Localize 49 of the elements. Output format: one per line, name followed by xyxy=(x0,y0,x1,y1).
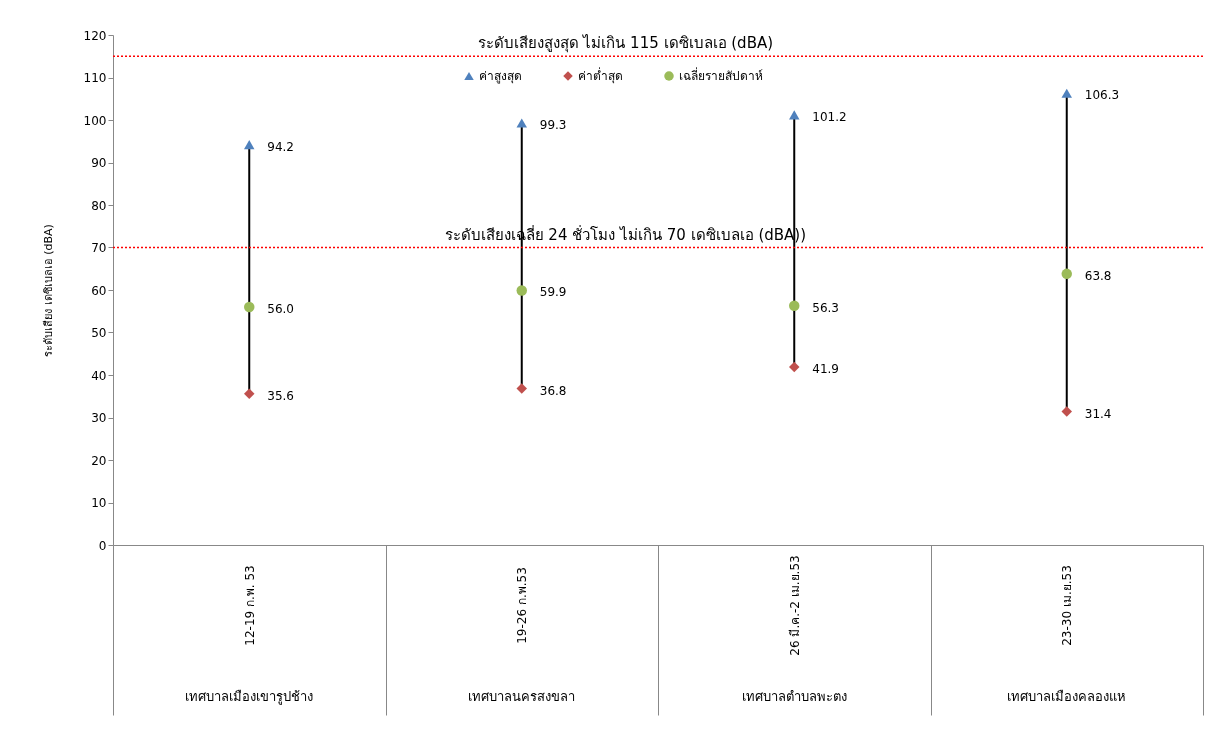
data-label: 106.3 xyxy=(1084,88,1120,103)
point xyxy=(516,383,527,394)
ref-line-label: ระดับเสียงสูงสุด ไม่เกิน 115 เดซิเบลเอ (dBA) xyxy=(477,34,774,54)
legend-label: ค่าต่ำสุด xyxy=(578,67,623,84)
text: เทศบาลตำบลพะตง xyxy=(741,689,847,704)
data-label: 59.9 xyxy=(539,285,567,300)
y-tick-label: 30 xyxy=(91,411,107,425)
y-tick-label: 80 xyxy=(91,198,107,213)
point xyxy=(244,388,255,399)
legend-label: ค่าสูงสุด xyxy=(479,69,522,84)
y-tick-label: 100 xyxy=(83,113,107,128)
point xyxy=(244,301,255,313)
point xyxy=(516,118,527,128)
data-label: 63.8 xyxy=(1084,268,1112,283)
y-axis-title: ระดับเสียง เดซิเบลเอ (dBA) xyxy=(41,224,55,357)
y-tick-label: 10 xyxy=(91,496,107,510)
point xyxy=(244,140,255,150)
y-tick-label: 70 xyxy=(91,241,107,255)
data-label: 56.3 xyxy=(812,300,839,315)
point xyxy=(789,300,800,311)
y-tick-label: 120 xyxy=(83,28,107,43)
y-tick-label: 110 xyxy=(83,71,107,85)
x-tick-label: 26 มี.ค.-2 เม.ย.53 xyxy=(787,555,802,656)
y-tick-label: 90 xyxy=(91,156,107,170)
text: เทศบาลนครสงขลา xyxy=(468,689,576,704)
text: เทศบาลเมืองคลองแห xyxy=(1007,689,1127,704)
point xyxy=(789,361,800,373)
x-tick-label: 12-19 ก.พ. 53 xyxy=(242,565,257,646)
data-label: 31.4 xyxy=(1084,406,1112,421)
point xyxy=(1061,406,1072,417)
y-tick-label: 60 xyxy=(91,283,107,298)
point xyxy=(1061,88,1072,98)
x-tick-label: 23-30 เม.ย.53 xyxy=(1060,565,1075,646)
y-tick-label: 20 xyxy=(91,453,107,468)
data-label: 41.9 xyxy=(812,361,839,376)
y-tick-label: 50 xyxy=(91,326,107,340)
data-label: 99.3 xyxy=(539,117,567,132)
y-tick-label: 40 xyxy=(91,368,107,383)
data-label: 56.0 xyxy=(267,302,294,316)
data-label: 35.6 xyxy=(267,388,294,403)
point xyxy=(516,285,527,296)
data-label: 36.8 xyxy=(539,383,567,398)
data-label: 94.2 xyxy=(267,139,294,154)
text: เทศบาลเมืองเขารูปช้าง xyxy=(185,689,314,705)
data-label: 101.2 xyxy=(812,109,847,124)
y-tick-label: 0 xyxy=(98,538,107,553)
x-tick-label: 19-26 ก.พ.53 xyxy=(515,567,530,644)
legend-label: เฉลี่ยรายสัปดาห์ xyxy=(679,67,763,83)
point xyxy=(1061,268,1072,280)
